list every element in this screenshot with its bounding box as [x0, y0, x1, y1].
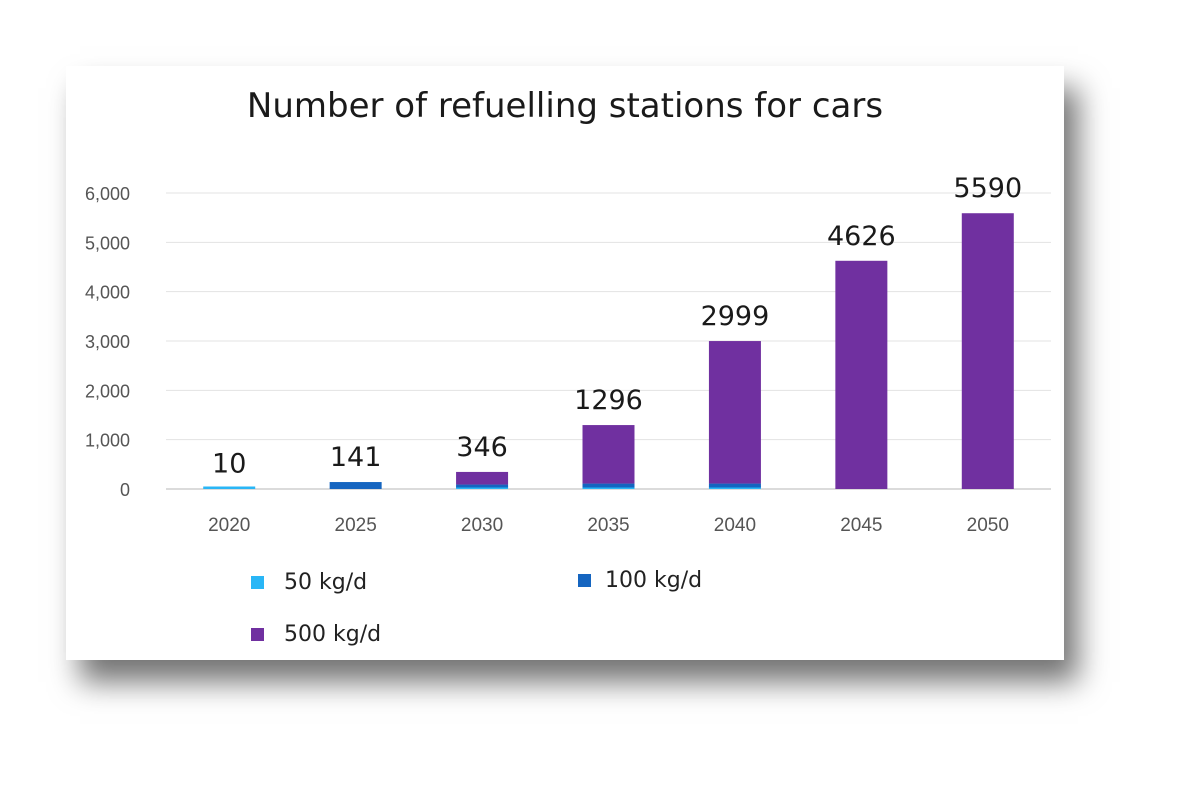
legend-label-500kgd: 500 kg/d: [284, 622, 382, 647]
chart-card: Number of refuelling stations for cars 0…: [66, 66, 1064, 660]
data-label: 5590: [953, 173, 1022, 204]
bar-500kgd-2030: [456, 471, 509, 485]
bar-100kgd-2025: [329, 482, 382, 489]
bar-50kgd-2030: [456, 486, 509, 489]
x-tick-label: 2035: [587, 515, 629, 536]
data-label: 346: [456, 432, 508, 463]
bar-50kgd-2035: [582, 486, 635, 489]
x-tick-label: 2025: [335, 515, 377, 536]
y-tick-label: 1,000: [85, 431, 130, 451]
legend-label-50kgd: 50 kg/d: [284, 570, 368, 595]
legend-item-50kgd: 50 kg/d: [251, 570, 367, 595]
bar-100kgd-2040: [708, 483, 761, 488]
bar-500kgd-2045: [835, 260, 888, 489]
bar-500kgd-2040: [708, 341, 761, 484]
legend-item-100kgd: 100 kg/d: [578, 568, 702, 593]
x-tick-label: 2040: [714, 515, 756, 536]
data-label: 4626: [827, 221, 896, 252]
x-tick-label: 2030: [461, 515, 503, 536]
bar-50kgd-2020: [203, 486, 256, 489]
y-tick-label: 0: [120, 480, 130, 500]
x-tick-label: 2045: [840, 515, 882, 536]
y-tick-label: 2,000: [85, 381, 130, 401]
legend-swatch-100kgd: [578, 574, 591, 587]
bar-100kgd-2035: [582, 483, 635, 488]
bar-500kgd-2050: [961, 213, 1014, 489]
x-tick-label: 2020: [208, 515, 250, 536]
bar-50kgd-2040: [708, 486, 761, 489]
y-tick-label: 6,000: [85, 184, 130, 204]
data-label: 1296: [574, 385, 643, 416]
x-tick-label: 2050: [967, 515, 1009, 536]
data-label: 2999: [701, 301, 770, 332]
data-label: 141: [330, 442, 382, 473]
y-tick-label: 4,000: [85, 283, 130, 303]
bar-chart: 0 1,000 2,000 3,000 4,000 5,000 6,000 10 2020 141…: [85, 173, 1051, 536]
chart-title: Number of refuelling stations for cars: [246, 86, 884, 126]
bar-100kgd-2030: [456, 484, 509, 488]
legend-item-500kgd: 500 kg/d: [251, 622, 381, 647]
legend-swatch-50kgd: [251, 576, 264, 589]
y-tick-label: 5,000: [85, 233, 130, 253]
data-label: 10: [212, 449, 246, 480]
bar-500kgd-2035: [582, 425, 635, 484]
legend-label-100kgd: 100 kg/d: [605, 568, 703, 593]
legend-swatch-500kgd: [251, 628, 264, 641]
y-tick-label: 3,000: [85, 332, 130, 352]
